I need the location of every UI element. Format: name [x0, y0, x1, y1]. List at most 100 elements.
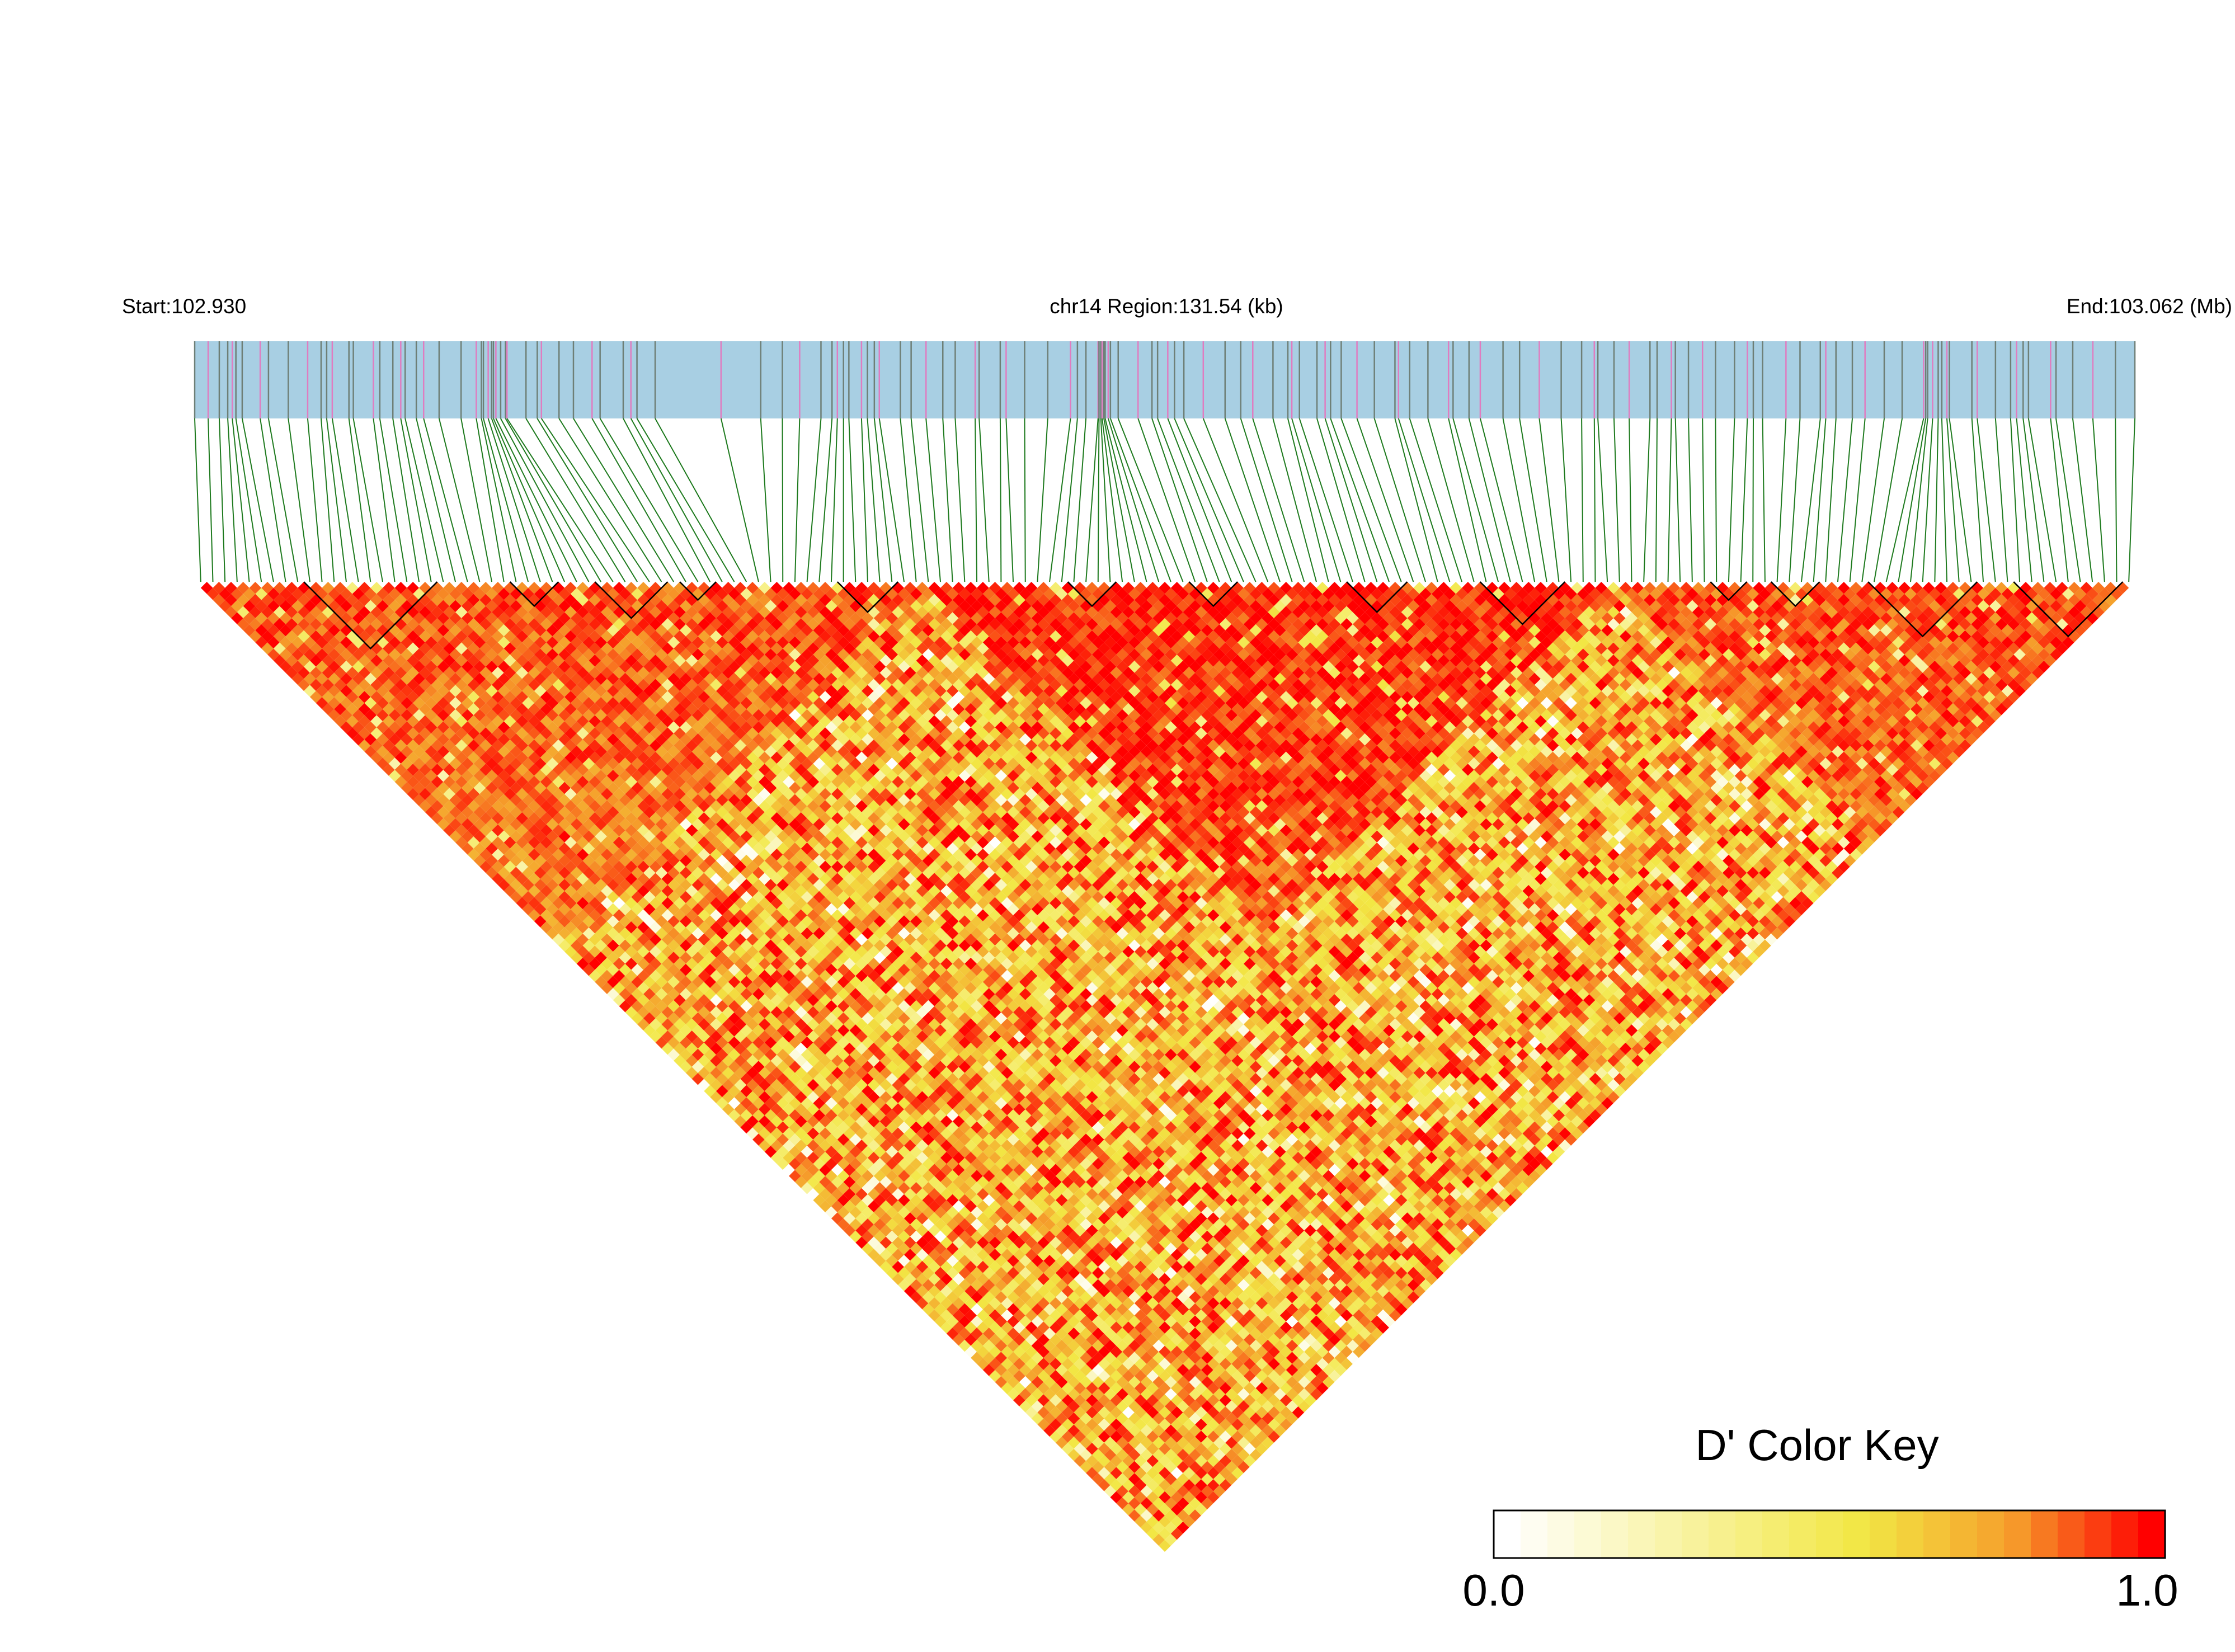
- ld-cell: [680, 1036, 692, 1049]
- ld-cell: [777, 1036, 789, 1049]
- ld-cell: [680, 854, 692, 867]
- snp-connector-line: [1728, 418, 1735, 582]
- ld-cell: [510, 624, 523, 637]
- snp-connector-line: [1946, 418, 1960, 582]
- ld-cell: [291, 672, 304, 685]
- ld-cell: [691, 867, 704, 879]
- ld-cell: [1104, 1473, 1117, 1485]
- ld-cell: [783, 921, 795, 934]
- ld-cell: [892, 1249, 904, 1261]
- ld-cell: [522, 636, 534, 649]
- ld-cell: [1007, 1182, 1019, 1194]
- ld-cell: [867, 1091, 880, 1104]
- snp-connector-line: [235, 418, 262, 582]
- ld-cell: [595, 915, 607, 928]
- ld-cell: [552, 764, 565, 776]
- ld-cell: [570, 733, 583, 746]
- ld-cell: [546, 672, 559, 685]
- ld-cell: [916, 1176, 929, 1188]
- ld-cell: [698, 957, 711, 970]
- ld-cell: [922, 1242, 935, 1255]
- ld-cell: [1074, 1200, 1086, 1213]
- ld-cell: [691, 1048, 704, 1061]
- ld-cell: [680, 806, 692, 818]
- ld-cell: [819, 957, 831, 970]
- ld-cell: [934, 1170, 947, 1182]
- ld-cell: [1134, 1515, 1147, 1528]
- ld-cell: [1165, 1376, 1177, 1389]
- ld-cell: [722, 1018, 735, 1030]
- ld-cell: [971, 1328, 983, 1340]
- ld-cell: [486, 636, 498, 649]
- ld-cell: [316, 660, 328, 673]
- ld-cell: [1104, 1437, 1117, 1449]
- ld-cell: [619, 891, 632, 903]
- ld-cell: [977, 1212, 989, 1225]
- ld-cell: [394, 751, 407, 764]
- ld-cell: [595, 976, 607, 989]
- ld-cell: [728, 927, 741, 940]
- ld-cell: [582, 696, 595, 709]
- ld-cell: [206, 587, 219, 600]
- ld-cell: [358, 691, 371, 703]
- ld-cell: [982, 1364, 995, 1376]
- ld-cell: [1146, 1345, 1159, 1358]
- snp-connector-line: [1061, 418, 1078, 582]
- ld-cell: [570, 867, 583, 879]
- ld-cell: [873, 1145, 886, 1158]
- ld-cell: [995, 1133, 1008, 1146]
- ld-cell: [1031, 1254, 1044, 1267]
- ld-cell: [922, 1267, 935, 1279]
- ld-cell: [1098, 1321, 1111, 1334]
- ld-cell: [528, 679, 540, 691]
- ld-cell: [631, 988, 643, 1000]
- ld-cell: [1025, 1394, 1038, 1406]
- ld-cell: [528, 800, 540, 812]
- ld-cell: [431, 703, 444, 716]
- ld-cell: [1086, 1382, 1098, 1395]
- ld-cell: [1104, 1218, 1117, 1231]
- ld-cell: [1207, 1382, 1220, 1395]
- ld-cell: [516, 824, 529, 837]
- ld-cell: [1165, 1448, 1177, 1461]
- ld-cell: [346, 655, 359, 667]
- ld-cell: [904, 1224, 916, 1237]
- ld-cell: [837, 1121, 850, 1134]
- ld-cell: [595, 903, 607, 916]
- ld-cell: [595, 879, 607, 891]
- ld-cell: [649, 873, 662, 885]
- ld-cell: [698, 1018, 711, 1030]
- ld-cell: [1091, 1218, 1104, 1231]
- ld-cell: [740, 963, 753, 976]
- ld-cell: [794, 1091, 807, 1104]
- ld-cell: [898, 1061, 910, 1073]
- ld-cell: [382, 606, 395, 619]
- ld-cell: [934, 1133, 947, 1146]
- ld-cell: [564, 933, 577, 946]
- ld-cell: [928, 1055, 941, 1067]
- ld-cell: [413, 721, 425, 733]
- ld-cell: [328, 636, 341, 649]
- ld-cell: [667, 988, 680, 1000]
- snp-connector-line: [218, 418, 226, 582]
- ld-cell: [1067, 1364, 1080, 1376]
- ld-cell: [413, 612, 425, 624]
- ld-cell: [922, 1303, 935, 1316]
- ld-cell: [1031, 1339, 1044, 1352]
- ld-cell: [995, 1315, 1008, 1328]
- snp-connector-line: [1137, 418, 1196, 582]
- ld-cell: [285, 642, 298, 655]
- ld-cell: [510, 709, 523, 722]
- ld-cell: [964, 1285, 977, 1297]
- ld-cell: [558, 672, 571, 685]
- ld-cell: [249, 594, 262, 606]
- ld-cell: [819, 1006, 831, 1019]
- ld-cell: [655, 757, 668, 770]
- ld-cell: [437, 818, 450, 831]
- ld-cell: [843, 1055, 856, 1067]
- ld-cell: [1074, 1358, 1086, 1370]
- ld-cell: [1134, 1503, 1147, 1515]
- ld-cell: [516, 630, 529, 643]
- ld-cell: [1091, 1254, 1104, 1267]
- ld-cell: [904, 1164, 916, 1176]
